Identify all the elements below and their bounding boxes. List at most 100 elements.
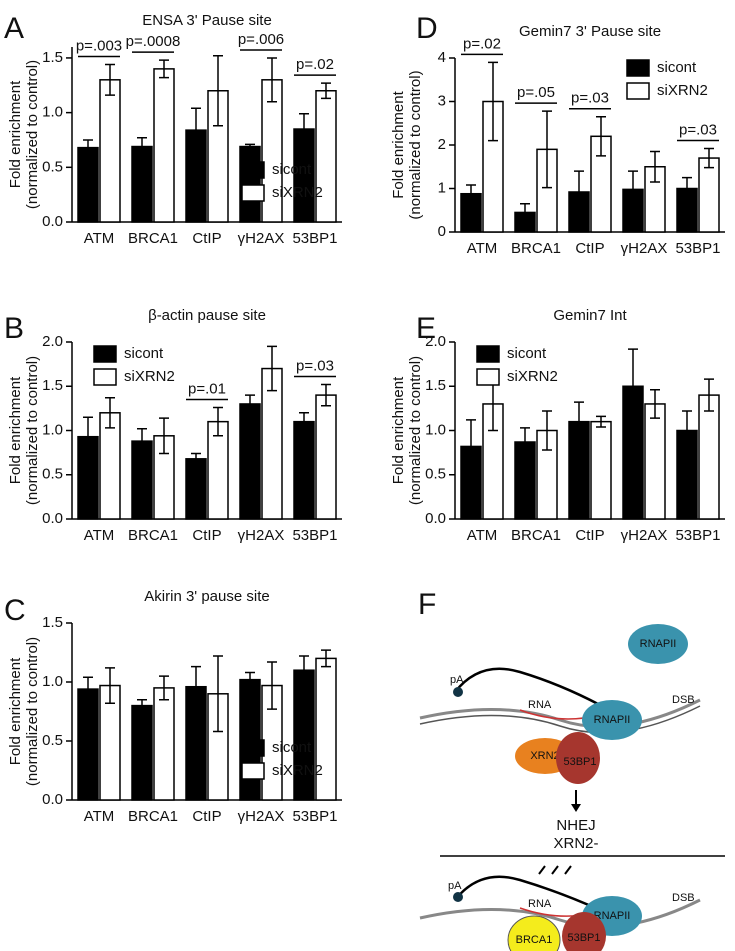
diagram-label: XRN2- bbox=[553, 835, 598, 852]
y-tick-label: 0.5 bbox=[42, 158, 63, 175]
y-tick-label: 0.0 bbox=[42, 791, 63, 808]
p-value: p=.006 bbox=[238, 31, 284, 48]
panel-letter: C bbox=[4, 594, 26, 627]
error-bar bbox=[574, 170, 584, 214]
legend-swatch bbox=[626, 59, 650, 77]
arrow-head bbox=[571, 804, 581, 812]
y-tick-label: 0.5 bbox=[42, 732, 63, 749]
x-tick-label: γH2AX bbox=[238, 808, 285, 825]
y-tick-label: 1.0 bbox=[42, 673, 63, 690]
panel-letter: D bbox=[416, 12, 438, 45]
y-axis-label: (normalized to control) bbox=[24, 60, 41, 209]
rnapii-shape bbox=[628, 624, 688, 664]
y-tick-label: 0 bbox=[438, 223, 446, 240]
p-value: p=.03 bbox=[679, 121, 717, 138]
legend-label: sicont bbox=[272, 161, 312, 178]
error-bar bbox=[267, 57, 277, 103]
chart-title: Gemin7 3' Pause site bbox=[519, 23, 661, 40]
error-bar bbox=[299, 112, 309, 146]
x-tick-label: 53BP1 bbox=[292, 808, 337, 825]
error-bar bbox=[650, 150, 660, 183]
diagram-label: BRCA1 bbox=[516, 934, 553, 946]
error-bar bbox=[83, 416, 93, 457]
x-tick-label: ATM bbox=[84, 808, 115, 825]
error-bar bbox=[596, 415, 606, 428]
error-bar bbox=[213, 406, 223, 437]
error-bar bbox=[137, 427, 147, 455]
x-tick-label: CtIP bbox=[192, 527, 221, 544]
p-value: p=.02 bbox=[463, 35, 501, 52]
error-bar bbox=[704, 147, 714, 169]
panel-letter: F bbox=[418, 588, 436, 621]
53bp1-shape bbox=[562, 912, 606, 951]
x-tick-label: BRCA1 bbox=[128, 527, 178, 544]
diagram-f: F RNAPII pA DSB RNA RNAPII XRN2 53BP1 NH… bbox=[418, 588, 725, 951]
p-value: p=.05 bbox=[517, 84, 555, 101]
legend-label: siXRN2 bbox=[657, 82, 708, 99]
x-tick-label: 53BP1 bbox=[675, 527, 720, 544]
x-tick-label: 53BP1 bbox=[292, 230, 337, 247]
y-tick-label: 0.5 bbox=[42, 466, 63, 483]
panel-letter: B bbox=[4, 312, 24, 345]
legend-label: siXRN2 bbox=[124, 368, 175, 385]
x-tick-label: BRCA1 bbox=[511, 240, 561, 257]
y-tick-label: 1.0 bbox=[425, 421, 446, 438]
bar bbox=[185, 458, 207, 520]
pa-dot bbox=[453, 687, 463, 697]
error-bar bbox=[83, 676, 93, 702]
y-axis-label: Fold enrichment bbox=[390, 376, 407, 484]
legend-swatch bbox=[93, 368, 117, 386]
y-axis-label: Fold enrichment bbox=[7, 80, 24, 188]
y-axis-label: Fold enrichment bbox=[7, 376, 24, 484]
legend-swatch bbox=[241, 739, 265, 757]
p-value: p=.0008 bbox=[126, 33, 181, 50]
error-bar bbox=[245, 394, 255, 414]
y-tick-label: 3 bbox=[438, 92, 446, 109]
diagram-label: 53BP1 bbox=[563, 756, 596, 768]
x-tick-label: 53BP1 bbox=[292, 527, 337, 544]
bar bbox=[99, 412, 121, 520]
error-bar bbox=[321, 649, 331, 668]
bar bbox=[153, 687, 175, 801]
error-bar bbox=[682, 176, 692, 201]
rnapii-shape bbox=[582, 700, 642, 740]
y-tick-label: 1.5 bbox=[42, 614, 63, 631]
error-bar bbox=[704, 378, 714, 412]
bar bbox=[293, 420, 315, 520]
x-tick-label: γH2AX bbox=[238, 527, 285, 544]
y-tick-label: 0.0 bbox=[42, 213, 63, 230]
y-axis-label: (normalized to control) bbox=[407, 70, 424, 219]
error-bar bbox=[650, 389, 660, 419]
diagram-label: DSB bbox=[672, 694, 695, 706]
error-bar bbox=[321, 383, 331, 407]
error-bar bbox=[321, 82, 331, 100]
x-tick-label: 53BP1 bbox=[675, 240, 720, 257]
y-tick-label: 1.5 bbox=[425, 377, 446, 394]
error-bar bbox=[105, 397, 115, 429]
dna-strand bbox=[419, 898, 701, 929]
y-tick-label: 1.0 bbox=[42, 104, 63, 121]
bar bbox=[153, 68, 175, 223]
x-tick-label: CtIP bbox=[575, 240, 604, 257]
legend-label: sicont bbox=[657, 59, 697, 76]
y-tick-label: 4 bbox=[438, 49, 446, 66]
error-bar bbox=[137, 698, 147, 713]
legend-swatch bbox=[93, 345, 117, 363]
error-bar bbox=[299, 655, 309, 686]
diagram-label: pA bbox=[448, 880, 462, 892]
legend-swatch bbox=[241, 161, 265, 179]
bar bbox=[99, 79, 121, 223]
error-bar bbox=[488, 61, 498, 142]
chart-title: ENSA 3' Pause site bbox=[142, 12, 272, 29]
p-value: p=.003 bbox=[76, 37, 122, 54]
y-tick-label: 0.5 bbox=[425, 466, 446, 483]
legend-swatch bbox=[241, 762, 265, 780]
legend-label: siXRN2 bbox=[272, 762, 323, 779]
p-value: p=.01 bbox=[188, 380, 226, 397]
legend-swatch bbox=[476, 368, 500, 386]
y-axis-label: (normalized to control) bbox=[407, 356, 424, 505]
y-tick-label: 1 bbox=[438, 179, 446, 196]
bar bbox=[239, 403, 261, 520]
p-value: p=.02 bbox=[296, 56, 334, 73]
